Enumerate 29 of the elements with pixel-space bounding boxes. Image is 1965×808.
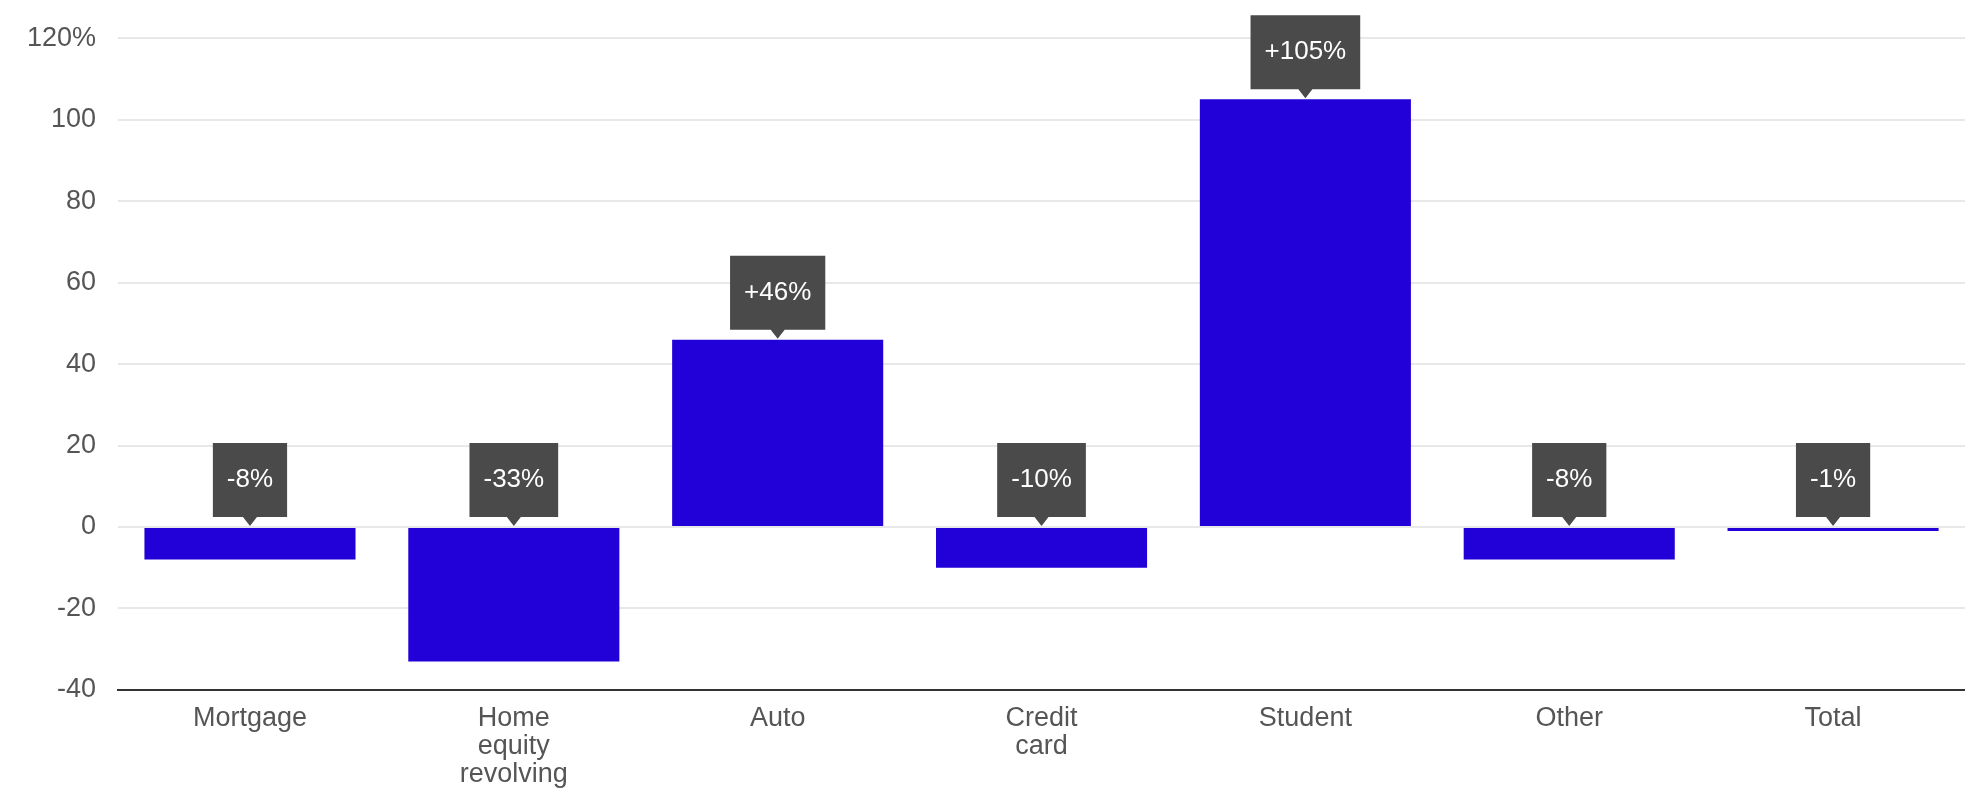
data-label: -1% xyxy=(1809,463,1857,494)
y-tick-label: 0 xyxy=(81,510,97,541)
data-label: +46% xyxy=(744,275,812,306)
bar xyxy=(1727,528,1939,532)
y-tick-label: 40 xyxy=(66,347,97,378)
y-tick-label: 60 xyxy=(66,266,97,297)
y-tick-label: -40 xyxy=(57,673,97,704)
data-label: -10% xyxy=(1011,463,1072,494)
y-tick-label: 100 xyxy=(50,103,97,134)
x-tick-label: Home equity revolving xyxy=(459,701,568,789)
x-tick-label: Other xyxy=(1535,701,1603,732)
data-label: -8% xyxy=(226,463,274,494)
x-tick-label: Student xyxy=(1258,701,1353,732)
x-tick-label: Total xyxy=(1804,701,1862,732)
bar xyxy=(935,528,1148,568)
y-tick-label: 120% xyxy=(26,21,97,52)
y-tick-label: 80 xyxy=(66,184,97,215)
data-label: +105% xyxy=(1264,35,1347,66)
data-label: -8% xyxy=(1546,463,1593,494)
x-tick-label: Credit card xyxy=(1005,701,1079,760)
bar xyxy=(1463,528,1675,560)
x-tick-label: Mortgage xyxy=(192,701,308,732)
bar xyxy=(144,528,356,560)
y-tick-label: -20 xyxy=(57,591,97,622)
data-label: -33% xyxy=(483,463,545,494)
bar xyxy=(408,528,620,662)
x-tick-label: Auto xyxy=(749,701,806,732)
y-tick-label: 20 xyxy=(66,429,97,459)
bar xyxy=(672,339,884,527)
